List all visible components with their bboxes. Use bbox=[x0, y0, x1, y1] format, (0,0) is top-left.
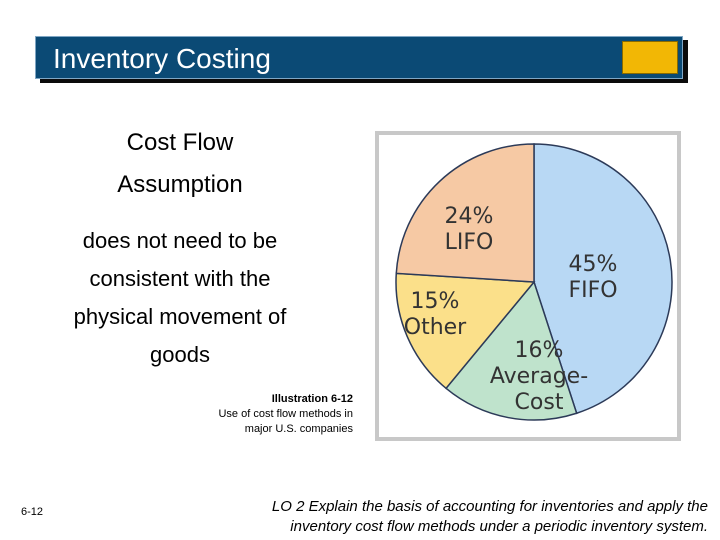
body-line-2: consistent with the bbox=[89, 266, 271, 291]
caption-line-2: major U.S. companies bbox=[244, 423, 353, 435]
pie-slice-average-cost bbox=[444, 280, 578, 421]
caption-title: Illustration 6-12 bbox=[271, 393, 353, 405]
pie-label-average-cost: 16% Average-Cost bbox=[490, 338, 588, 415]
slide-title: Inventory Costing bbox=[53, 43, 271, 74]
pie-label-fifo: 45% FIFO bbox=[568, 252, 617, 303]
pie-label-lifo: 24% LIFO bbox=[445, 204, 494, 255]
slide-number: 6-12 bbox=[21, 506, 44, 518]
pie-slice-other bbox=[395, 272, 536, 390]
caption-line-1: Use of cost flow methods in bbox=[218, 408, 353, 420]
body-text: does not need to be consistent with the … bbox=[30, 222, 330, 374]
pie-label-other: 15% Other bbox=[404, 289, 467, 340]
illustration-caption: Illustration 6-12 Use of cost flow metho… bbox=[180, 392, 353, 437]
heading-line-2: Assumption bbox=[117, 171, 243, 198]
title-accent-block bbox=[622, 41, 678, 74]
pie-slice-fifo bbox=[533, 143, 673, 415]
title-bar: Inventory Costing bbox=[35, 36, 683, 79]
body-line-1: does not need to be bbox=[82, 228, 278, 253]
body-line-3: physical movement of bbox=[73, 304, 287, 329]
lo-line-1: LO 2 Explain the basis of accounting for… bbox=[271, 498, 708, 515]
body-line-4: goods bbox=[150, 342, 210, 367]
pie-slice-lifo bbox=[395, 143, 535, 283]
heading-line-1: Cost Flow bbox=[126, 129, 234, 156]
pie-chart-frame: 45% FIFO 16% Average-Cost 15% Other 24% LIFO bbox=[375, 131, 681, 441]
heading: Cost Flow Assumption bbox=[60, 122, 300, 206]
lo-line-2: inventory cost flow methods under a peri… bbox=[290, 518, 708, 535]
pie-chart: 45% FIFO 16% Average-Cost 15% Other 24% LIFO bbox=[395, 143, 673, 421]
learning-objective: LO 2 Explain the basis of accounting for… bbox=[190, 497, 708, 537]
